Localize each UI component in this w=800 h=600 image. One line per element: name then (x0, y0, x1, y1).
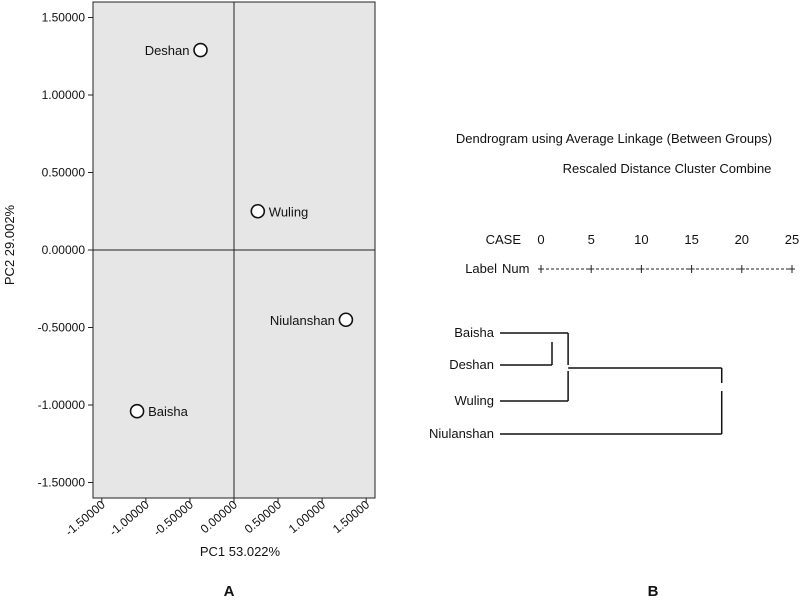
point-label: Wuling (269, 204, 309, 219)
x-tick-label: 1.00000 (286, 497, 328, 536)
point-marker (193, 42, 208, 58)
leaf-label: Wuling (454, 393, 494, 408)
y-tick-label: 0.50000 (42, 166, 86, 180)
point-label: Niulanshan (270, 313, 335, 328)
point-label: Baisha (148, 404, 189, 419)
label-header: Label (465, 261, 497, 276)
y-tick-label: -1.50000 (38, 476, 86, 490)
leaf-label: Baisha (454, 325, 495, 340)
dendrogram-subtitle: Rescaled Distance Cluster Combine (563, 161, 772, 176)
point-label: Deshan (145, 43, 190, 58)
point-marker (250, 203, 266, 219)
y-axis-label: PC2 29.002% (2, 204, 17, 285)
scale-tick-label: 25 (785, 232, 799, 247)
leaf-label: Niulanshan (429, 426, 494, 441)
scale-tick-label: 10 (634, 232, 648, 247)
scale-tick-label: 20 (735, 232, 749, 247)
panel-label-b: B (648, 583, 659, 600)
pca-scatter-panel: 1.500001.000000.500000.00000-0.50000-1.0… (2, 1, 376, 600)
y-tick-label: 0.00000 (42, 243, 86, 257)
x-axis-label: PC1 53.022% (200, 544, 281, 559)
y-tick-label: -1.00000 (38, 398, 86, 412)
leaf-label: Deshan (449, 357, 494, 372)
point-marker (129, 403, 145, 419)
dendrogram-panel: Dendrogram using Average Linkage (Betwee… (429, 131, 799, 600)
case-header: CASE (486, 232, 522, 247)
x-tick-label: -1.50000 (62, 497, 108, 538)
y-tick-label: 1.50000 (42, 11, 86, 25)
dendrogram-title: Dendrogram using Average Linkage (Betwee… (456, 131, 772, 146)
y-tick-label: 1.00000 (42, 88, 86, 102)
scale-tick-label: 5 (588, 232, 595, 247)
scale-tick-label: 0 (537, 232, 544, 247)
scale-tick-label: 15 (684, 232, 698, 247)
x-tick-label: -1.00000 (107, 497, 153, 538)
x-tick-label: -0.50000 (151, 497, 197, 538)
x-tick-label: 0.00000 (198, 497, 240, 536)
point-marker (338, 312, 354, 328)
panel-label-a: A (224, 583, 235, 600)
num-header: Num (502, 261, 529, 276)
y-tick-label: -0.50000 (38, 321, 86, 335)
x-tick-label: 0.50000 (242, 497, 284, 536)
x-tick-label: 1.50000 (330, 497, 372, 536)
